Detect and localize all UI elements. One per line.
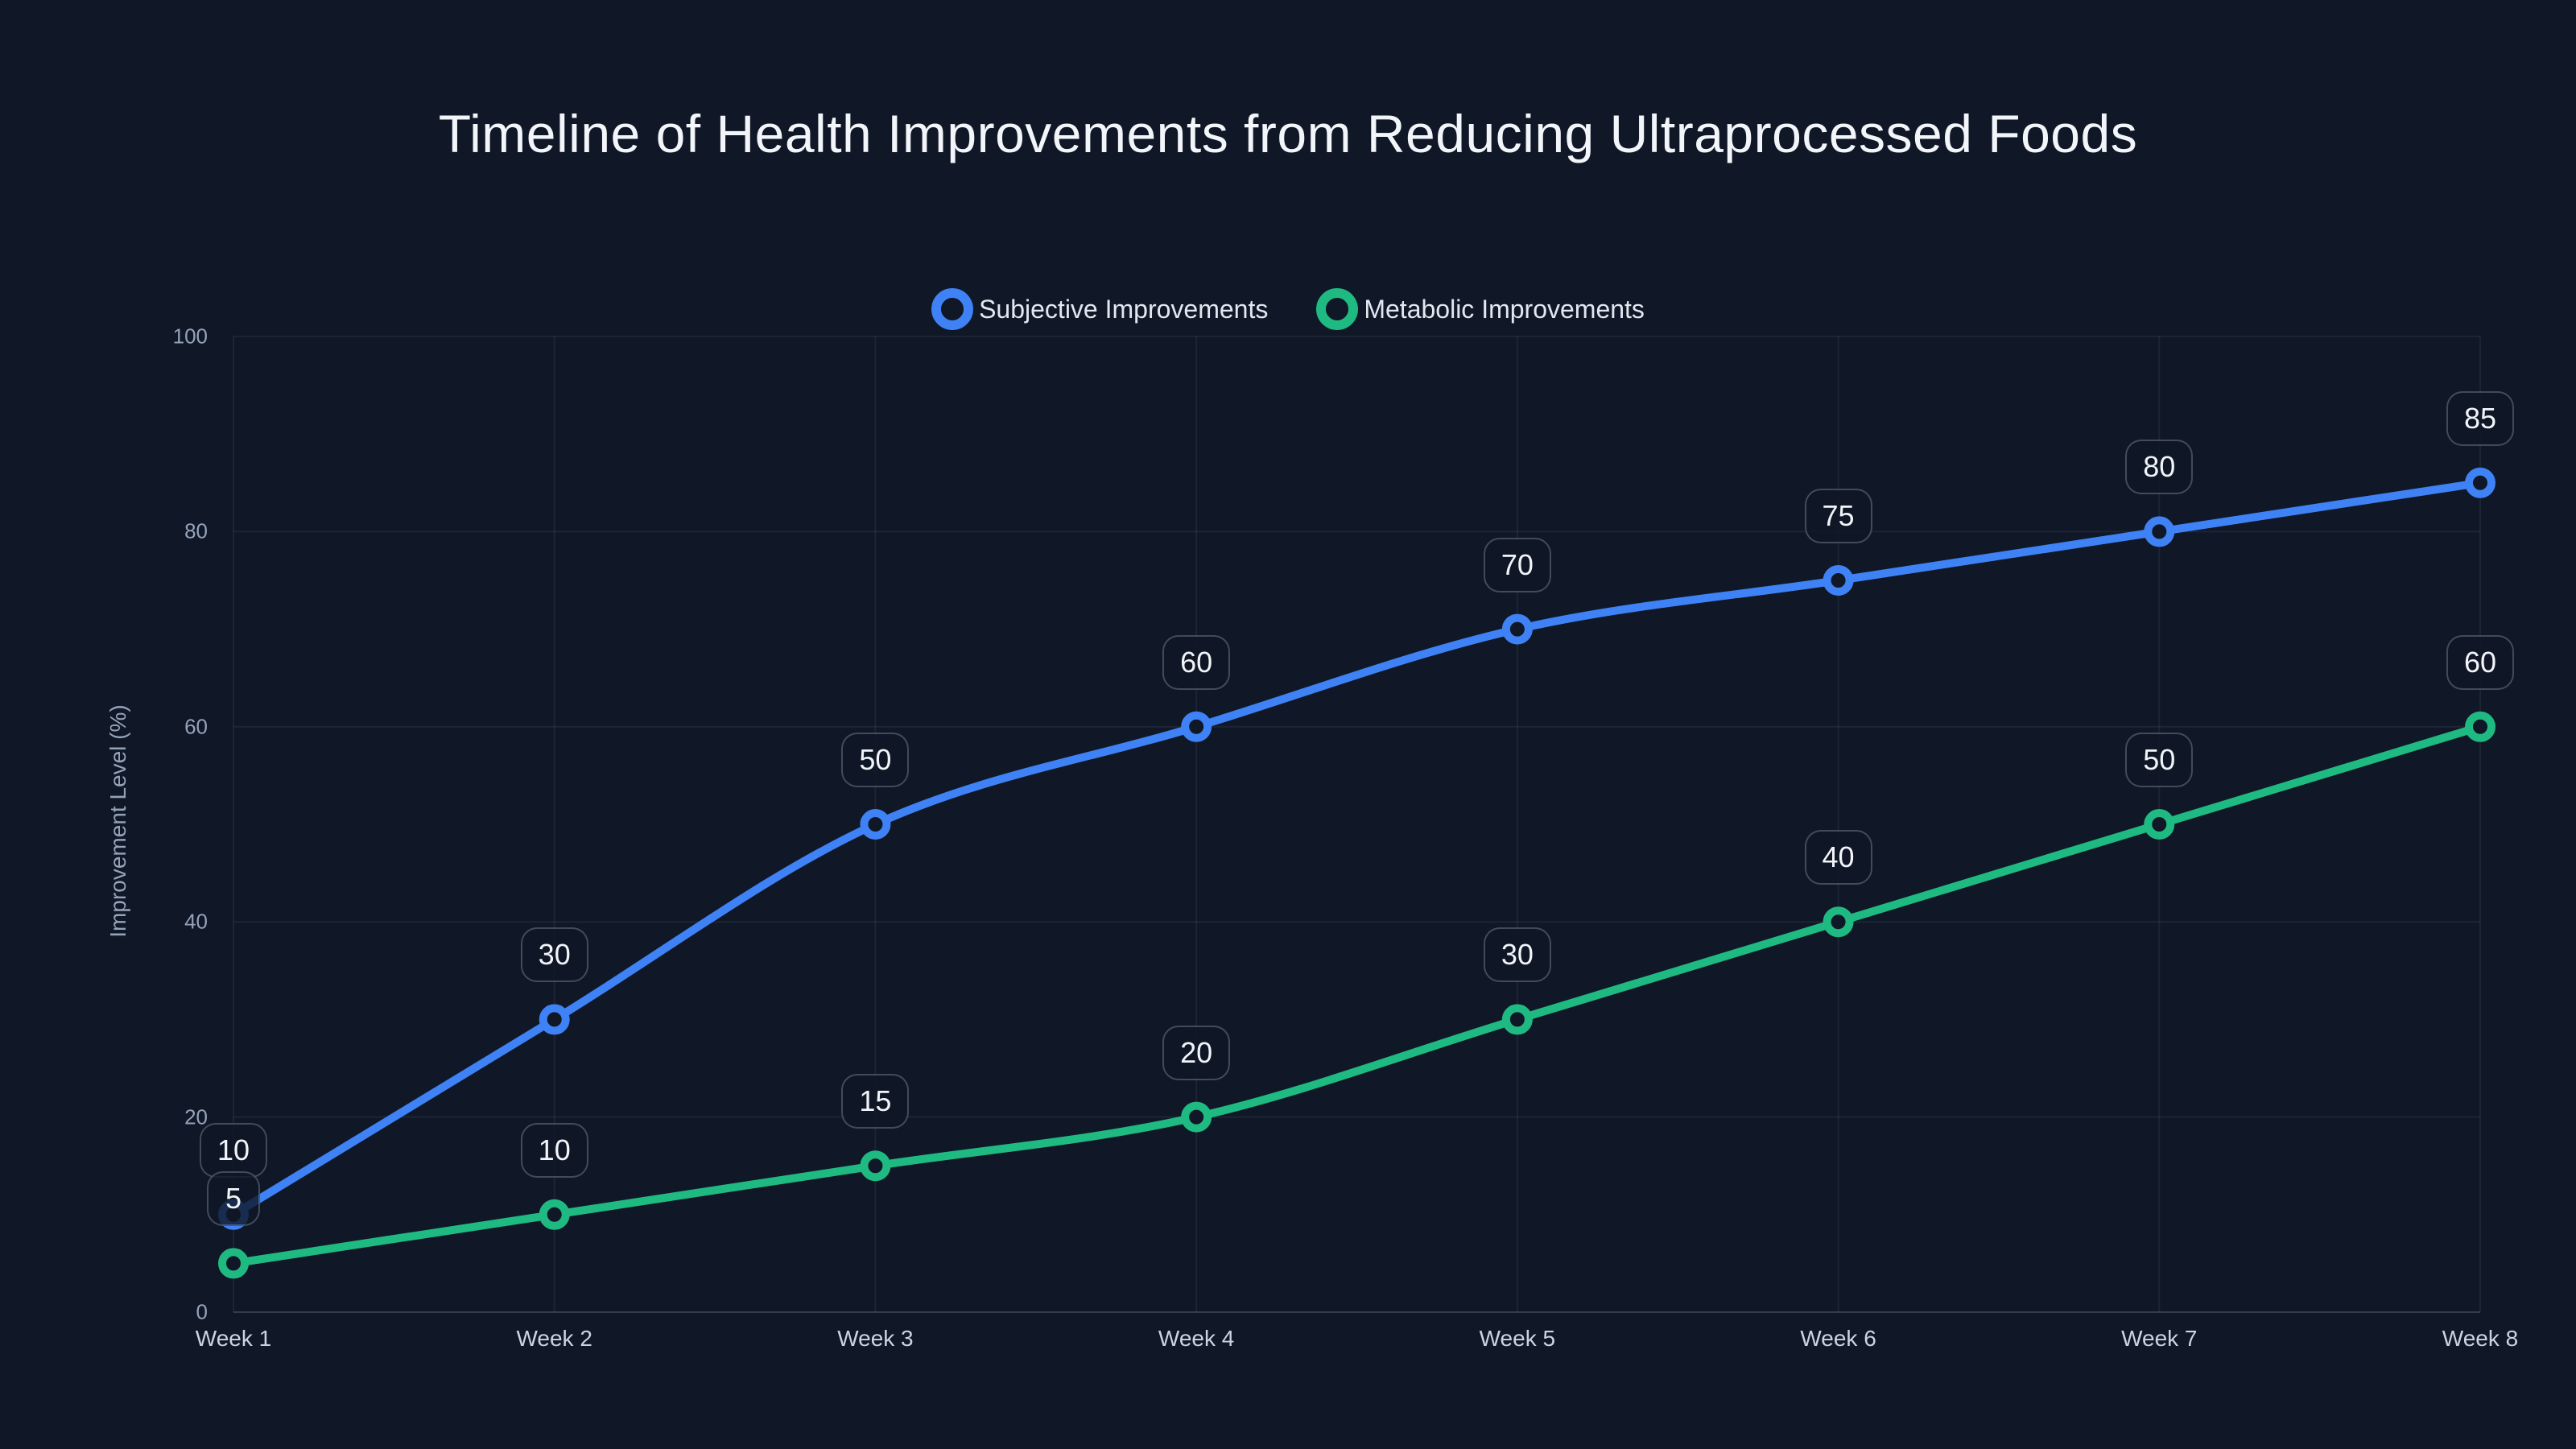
- x-tick-label: Week 4: [1158, 1326, 1235, 1351]
- x-tick-label: Week 7: [2121, 1326, 2198, 1351]
- data-point[interactable]: [539, 1199, 570, 1230]
- x-tick-label: Week 8: [2442, 1326, 2519, 1351]
- data-point[interactable]: [218, 1248, 249, 1279]
- data-point[interactable]: [860, 1150, 891, 1182]
- y-tick-label: 20: [184, 1104, 208, 1129]
- x-tick-label: Week 2: [516, 1326, 592, 1351]
- data-point[interactable]: [1823, 906, 1854, 938]
- x-tick-label: Week 3: [837, 1326, 914, 1351]
- series-line-0: [229, 478, 2484, 1219]
- point-label-badge: 10: [199, 1122, 268, 1178]
- data-point[interactable]: [1181, 711, 1212, 742]
- point-label-badge: 60: [2446, 634, 2515, 690]
- legend-item-subjective[interactable]: Subjective Improvements: [931, 288, 1268, 330]
- y-tick-label: 60: [184, 714, 208, 739]
- point-label-badge: 5: [207, 1171, 260, 1227]
- data-point[interactable]: [1501, 613, 1533, 645]
- chart-title: Timeline of Health Improvements from Red…: [438, 104, 2138, 163]
- point-label-badge: 20: [1162, 1025, 1231, 1080]
- y-tick-label: 80: [184, 518, 208, 543]
- data-point[interactable]: [1501, 1004, 1533, 1035]
- legend-label-metabolic: Metabolic Improvements: [1364, 294, 1645, 324]
- x-tick-label: Week 5: [1479, 1326, 1556, 1351]
- legend-item-metabolic[interactable]: Metabolic Improvements: [1316, 288, 1645, 330]
- x-tick-label: Week 1: [195, 1326, 272, 1351]
- point-label-badge: 50: [841, 733, 910, 787]
- data-point[interactable]: [2465, 711, 2496, 742]
- point-label-badge: 10: [520, 1122, 588, 1178]
- point-label-badge: 60: [1162, 634, 1231, 690]
- y-tick-label: 0: [196, 1299, 208, 1324]
- point-label-badge: 50: [2125, 733, 2194, 787]
- data-point[interactable]: [1181, 1101, 1212, 1133]
- y-tick-label: 100: [172, 324, 208, 349]
- data-point[interactable]: [539, 1004, 570, 1035]
- series-line-1: [229, 722, 2484, 1268]
- point-label-badge: 15: [841, 1074, 910, 1129]
- data-point[interactable]: [2144, 809, 2175, 840]
- point-label-badge: 30: [1483, 927, 1551, 983]
- y-tick-label: 40: [184, 909, 208, 934]
- y-axis-title: Improvement Level (%): [105, 704, 130, 938]
- point-label-badge: 80: [2125, 440, 2194, 495]
- legend-label-subjective: Subjective Improvements: [979, 294, 1269, 324]
- point-label-badge: 85: [2446, 390, 2515, 446]
- data-point[interactable]: [860, 809, 891, 840]
- data-point[interactable]: [1823, 565, 1854, 596]
- x-tick-label: Week 6: [1800, 1326, 1876, 1351]
- point-label-badge: 30: [520, 927, 588, 983]
- point-label-badge: 40: [1804, 830, 1872, 886]
- data-point[interactable]: [2465, 467, 2496, 498]
- chart-legend: Subjective Improvements Metabolic Improv…: [0, 287, 2576, 332]
- point-label-badge: 70: [1483, 537, 1551, 592]
- data-point[interactable]: [2144, 516, 2175, 547]
- point-label-badge: 75: [1804, 489, 1872, 543]
